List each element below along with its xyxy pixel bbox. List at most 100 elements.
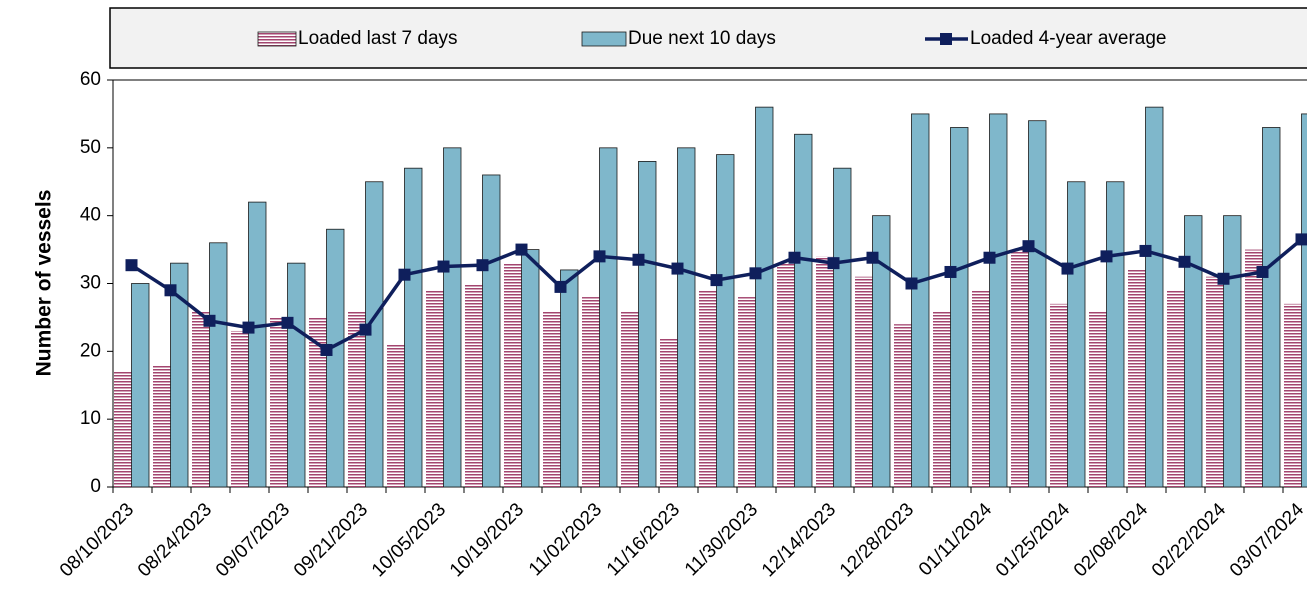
bar (1184, 215, 1203, 488)
bar (855, 276, 873, 487)
bar (1145, 106, 1164, 488)
bar (621, 310, 639, 487)
bar (131, 283, 150, 488)
bar (911, 113, 930, 488)
bar (114, 371, 132, 487)
line-marker (164, 284, 177, 297)
legend-swatch (257, 31, 297, 47)
x-tick-label: 02/22/2024 (1148, 499, 1230, 581)
bar (209, 242, 228, 488)
x-tick-label: 08/24/2023 (134, 499, 216, 581)
x-tick-label: 11/30/2023 (681, 499, 762, 580)
bar (443, 147, 462, 488)
x-tick-label: 10/05/2023 (368, 499, 450, 581)
bar (716, 154, 735, 488)
line-marker (1139, 244, 1152, 257)
x-tick-label: 11/02/2023 (525, 499, 606, 580)
x-tick-label: 12/28/2023 (836, 499, 918, 581)
legend-swatch (581, 31, 627, 47)
line-marker (515, 243, 528, 256)
bar (426, 290, 444, 487)
y-tick-label: 60 (80, 69, 101, 90)
bar (543, 310, 561, 487)
legend-label: Due next 10 days (628, 28, 776, 49)
bar (794, 133, 813, 488)
line-marker (476, 259, 489, 272)
line-marker (437, 260, 450, 273)
line-marker (1178, 255, 1191, 268)
bar (777, 263, 795, 487)
line-marker (788, 251, 801, 264)
bar (1206, 276, 1224, 487)
bar (1284, 303, 1302, 487)
bar (1011, 249, 1029, 487)
x-tick-label: 11/16/2023 (603, 499, 684, 580)
legend-label: Loaded 4-year average (970, 28, 1166, 49)
line-marker (242, 321, 255, 334)
line-marker (866, 251, 879, 264)
bar (231, 330, 249, 487)
x-tick-label: 03/07/2024 (1226, 499, 1307, 581)
bar (1089, 310, 1107, 487)
line-marker (1217, 272, 1230, 285)
bar (933, 310, 951, 487)
bar (153, 364, 171, 487)
x-tick-label: 09/21/2023 (290, 499, 372, 581)
legend-box (109, 7, 1307, 69)
line-marker (710, 274, 723, 287)
bar (989, 113, 1008, 488)
bar (816, 256, 834, 487)
bar (755, 106, 774, 488)
bar (387, 344, 405, 487)
bar (738, 297, 756, 487)
y-tick-label: 10 (80, 408, 101, 429)
bar (1301, 113, 1307, 488)
x-tick-label: 08/10/2023 (56, 499, 138, 581)
line-marker (1256, 265, 1269, 278)
line-marker (1022, 240, 1035, 253)
bar (677, 147, 696, 488)
x-tick-label: 12/14/2023 (758, 499, 840, 581)
bar (170, 262, 189, 488)
y-tick-label: 50 (80, 137, 101, 158)
bar (326, 228, 345, 488)
bar (872, 215, 891, 488)
bar (972, 290, 990, 487)
line-marker (944, 265, 957, 278)
x-tick-label: 01/11/2024 (915, 499, 996, 580)
y-axis-label: Number of vessels (33, 190, 56, 377)
bar (1067, 181, 1086, 488)
bar (348, 310, 366, 487)
bar (1028, 120, 1047, 488)
bar (1050, 303, 1068, 487)
bar (699, 290, 717, 487)
line-marker (398, 268, 411, 281)
line-marker (320, 343, 333, 356)
bar (1262, 127, 1281, 488)
bar (833, 167, 852, 488)
line-marker (1295, 233, 1307, 246)
bar (582, 297, 600, 487)
bar (270, 317, 288, 487)
x-tick-label: 01/25/2024 (992, 499, 1074, 581)
bar (482, 174, 501, 488)
legend-marker (940, 33, 952, 45)
bar (504, 263, 522, 487)
line-marker (203, 314, 216, 327)
line-marker (983, 251, 996, 264)
line-marker (593, 250, 606, 263)
y-tick-label: 40 (80, 205, 101, 226)
x-tick-label: 10/19/2023 (446, 499, 528, 581)
bar (465, 283, 483, 487)
x-tick-label: 09/07/2023 (212, 499, 294, 581)
line-marker (281, 316, 294, 329)
bar (638, 160, 657, 488)
bar (1223, 215, 1242, 488)
bar (1128, 269, 1146, 487)
line-marker (749, 267, 762, 280)
bar (521, 249, 540, 488)
y-tick-label: 0 (90, 476, 101, 497)
bar (404, 167, 423, 488)
